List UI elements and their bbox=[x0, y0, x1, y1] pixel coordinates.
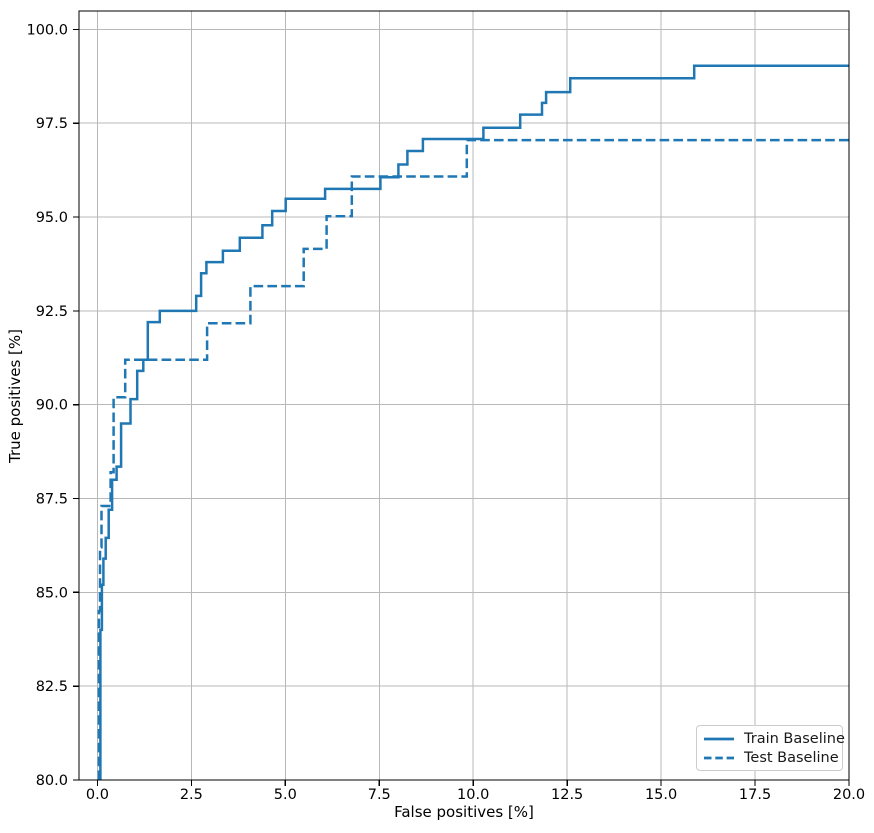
axes-spines bbox=[78, 10, 850, 781]
train-baseline-curve bbox=[99, 64, 849, 780]
x-tick-label: 17.5 bbox=[739, 787, 771, 803]
x-tick-label: 12.5 bbox=[551, 787, 583, 803]
x-tick-label: 15.0 bbox=[645, 787, 677, 803]
test-baseline-curve bbox=[97, 138, 849, 780]
y-tick-labels: 80.0 82.5 85.0 87.5 90.0 92.5 95.0 97.5 100.0 bbox=[26, 22, 68, 789]
legend-item-test-baseline: Test Baseline bbox=[703, 748, 839, 767]
test-baseline-line-swatch bbox=[704, 756, 734, 759]
x-axis-title: False positives [%] bbox=[394, 803, 534, 821]
y-tick-label: 95.0 bbox=[36, 210, 68, 226]
train-baseline-line-swatch bbox=[704, 737, 734, 740]
x-tick-label: 7.5 bbox=[368, 787, 391, 803]
x-tick-label: 5.0 bbox=[274, 787, 297, 803]
y-tick-label: 100.0 bbox=[26, 22, 68, 38]
y-tick-label: 82.5 bbox=[36, 679, 68, 695]
y-tick-label: 90.0 bbox=[36, 398, 68, 414]
y-tick-label: 97.5 bbox=[36, 116, 68, 132]
y-tick-label: 87.5 bbox=[36, 492, 68, 508]
legend-item-train-baseline: Train Baseline bbox=[703, 729, 845, 748]
legend-label-train-baseline: Train Baseline bbox=[744, 730, 845, 747]
y-axis-title: True positives [%] bbox=[6, 328, 24, 464]
y-tick-label: 80.0 bbox=[36, 773, 68, 789]
x-tick-labels: 0.0 2.5 5.0 7.5 10.0 12.5 15.0 17.5 20.0 bbox=[86, 787, 865, 803]
y-tick-label: 92.5 bbox=[36, 304, 68, 320]
x-tick-label: 0.0 bbox=[86, 787, 109, 803]
data-series bbox=[97, 64, 849, 780]
tick-marks bbox=[73, 28, 850, 786]
legend: Train Baseline Test Baseline bbox=[696, 725, 845, 771]
y-tick-label: 85.0 bbox=[36, 585, 68, 601]
x-tick-label: 10.0 bbox=[457, 787, 489, 803]
gridlines bbox=[79, 11, 850, 781]
x-tick-label: 20.0 bbox=[833, 787, 865, 803]
legend-label-test-baseline: Test Baseline bbox=[744, 749, 839, 766]
x-tick-label: 2.5 bbox=[180, 787, 203, 803]
